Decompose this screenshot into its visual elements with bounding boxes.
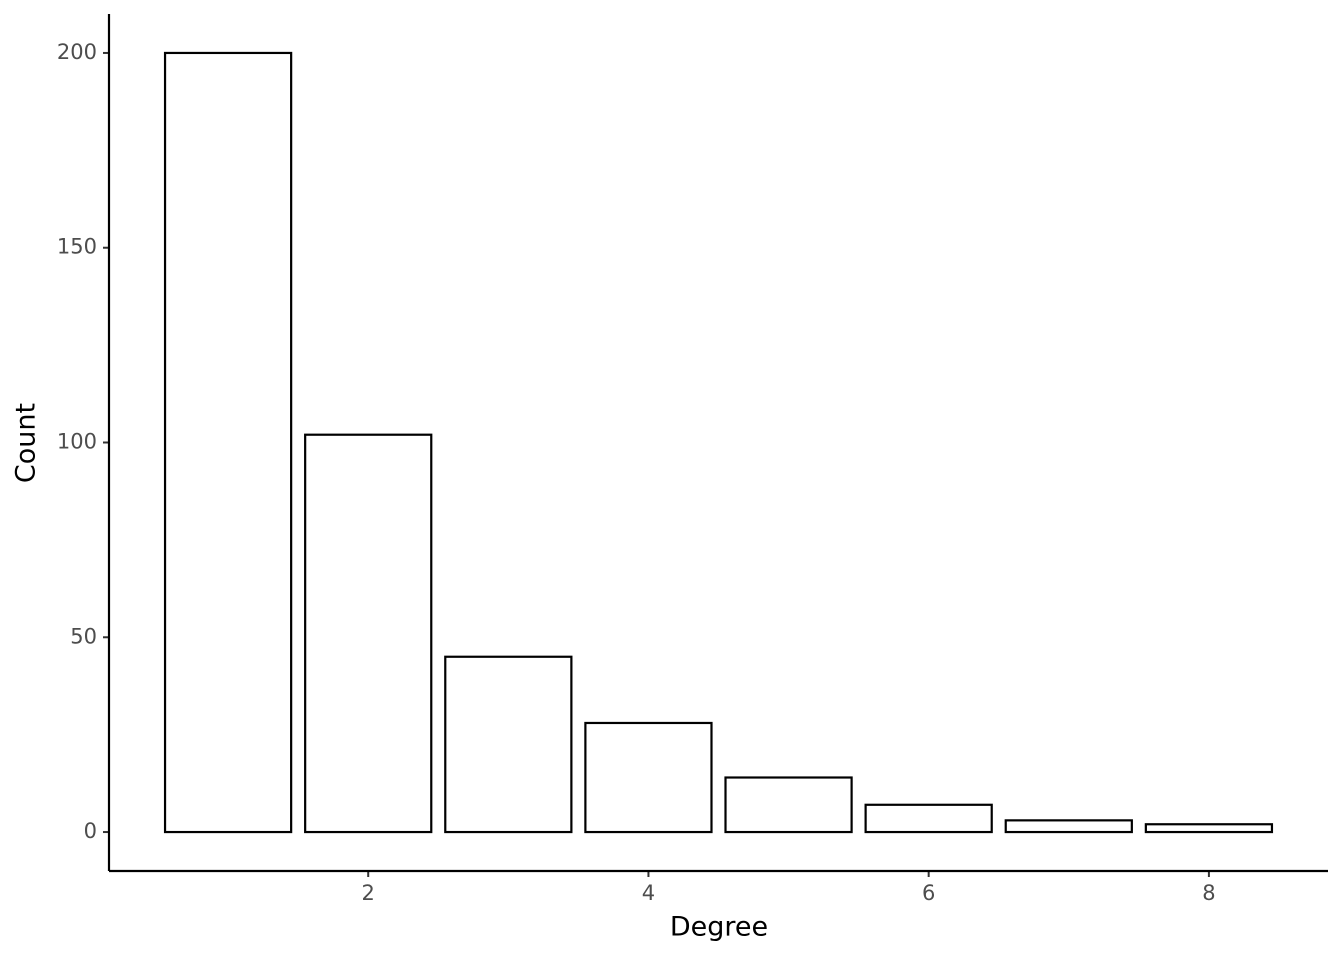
y-axis-title: Count: [11, 403, 42, 483]
bar: [1144, 823, 1274, 834]
bar: [724, 776, 853, 834]
y-tick-label: 200: [57, 40, 97, 64]
bar: [163, 51, 293, 834]
x-tick-label: 8: [1202, 881, 1215, 905]
bar: [1004, 819, 1133, 834]
bar: [304, 433, 433, 834]
x-tick-label: 2: [362, 881, 375, 905]
x-tick-label: 6: [922, 881, 935, 905]
y-tick-label: 100: [57, 430, 97, 454]
x-tick-label: 4: [642, 881, 655, 905]
y-tick-label: 150: [57, 235, 97, 259]
bar: [864, 803, 993, 834]
y-tick-label: 50: [70, 624, 97, 648]
y-tick-label: 0: [84, 819, 97, 843]
bar: [444, 655, 573, 834]
bar: [584, 721, 713, 834]
x-axis-title: Degree: [670, 912, 768, 943]
